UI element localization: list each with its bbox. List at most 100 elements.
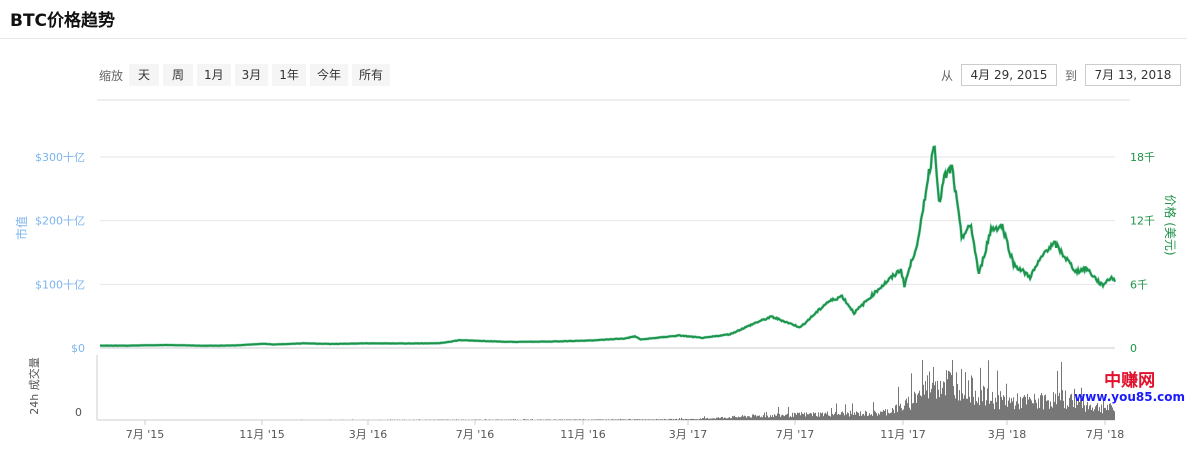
volume-bar	[757, 415, 758, 420]
volume-bar	[1030, 398, 1031, 420]
volume-bar	[740, 417, 741, 420]
volume-bar	[1024, 395, 1025, 420]
volume-bar	[1065, 390, 1066, 420]
volume-bar	[567, 419, 568, 420]
volume-bar	[892, 408, 893, 420]
volume-bar	[765, 417, 766, 420]
volume-bar	[769, 417, 770, 420]
volume-bar	[960, 400, 961, 420]
zoom-button-1y[interactable]: 1年	[272, 64, 306, 86]
from-date-input[interactable]: 4月 29, 2015	[960, 64, 1057, 86]
volume-bar	[987, 388, 988, 420]
volume-bar	[675, 419, 676, 420]
volume-bar	[526, 419, 527, 420]
volume-bar	[861, 415, 862, 420]
volume-bar	[968, 380, 969, 420]
volume-bar	[1048, 400, 1049, 420]
volume-bar	[887, 409, 888, 420]
volume-bar	[602, 419, 603, 420]
volume-bar	[1002, 399, 1003, 420]
zoom-button-all[interactable]: 所有	[351, 64, 390, 86]
date-range: 从 4月 29, 2015 到 7月 13, 2018	[933, 64, 1181, 86]
volume-bar	[984, 387, 985, 420]
volume-bar	[573, 419, 574, 420]
volume-bar	[1061, 361, 1062, 420]
volume-bar	[1052, 407, 1053, 420]
volume-bar	[775, 415, 776, 420]
volume-bar	[1016, 401, 1017, 420]
volume-bar	[712, 418, 713, 420]
watermark-logo: 中赚网 www.you85.com	[1074, 372, 1185, 404]
volume-bar	[1091, 410, 1092, 420]
volume-bar	[667, 419, 668, 420]
volume-bar	[807, 414, 808, 420]
volume-bar	[962, 393, 963, 420]
volume-bar	[843, 413, 844, 420]
volume-bar	[601, 419, 602, 420]
volume-bar	[833, 415, 834, 420]
volume-bar	[995, 397, 996, 420]
volume-bar	[823, 416, 824, 420]
volume-bar	[611, 419, 612, 420]
volume-bar	[621, 419, 622, 420]
zoom-button-day[interactable]: 天	[129, 64, 160, 86]
zoom-button-3m[interactable]: 3月	[234, 64, 269, 86]
volume-bar	[950, 372, 951, 420]
volume-bar	[670, 418, 671, 420]
volume-bar	[971, 375, 972, 420]
volume-bar	[961, 368, 962, 420]
volume-bar	[868, 415, 869, 420]
volume-bar	[711, 418, 712, 420]
left-axis-tick: $200十亿	[35, 214, 85, 228]
volume-bar	[1014, 409, 1015, 420]
volume-bar	[1050, 401, 1051, 420]
zoom-button-1m[interactable]: 1月	[197, 64, 231, 86]
zoom-button-ytd[interactable]: 今年	[309, 64, 348, 86]
volume-bar	[731, 418, 732, 420]
volume-bar	[1015, 405, 1016, 420]
volume-bar	[1090, 404, 1091, 420]
volume-bar	[854, 412, 855, 420]
volume-bar	[612, 419, 613, 420]
volume-bar	[870, 415, 871, 420]
volume-bar	[569, 419, 570, 420]
volume-bar	[989, 403, 990, 420]
volume-bar	[1057, 370, 1058, 420]
volume-bar	[1046, 400, 1047, 420]
volume-bar	[782, 414, 783, 420]
volume-bar	[886, 415, 887, 420]
volume-bar	[723, 418, 724, 420]
volume-bar	[1089, 405, 1090, 420]
volume-bar	[949, 371, 950, 420]
zoom-button-week[interactable]: 周	[163, 64, 194, 86]
volume-bar	[972, 377, 973, 420]
volume-bar	[977, 402, 978, 420]
volume-bar	[951, 375, 952, 420]
volume-bar	[749, 416, 750, 420]
volume-bar	[840, 414, 841, 420]
volume-bar	[721, 417, 722, 420]
volume-bar	[788, 406, 789, 420]
volume-bar	[877, 415, 878, 420]
volume-bar	[742, 415, 743, 420]
to-date-input[interactable]: 7月 13, 2018	[1085, 64, 1181, 86]
volume-bar	[1059, 392, 1060, 420]
volume-bar	[608, 419, 609, 420]
volume-bar	[744, 415, 745, 420]
volume-bar	[812, 416, 813, 420]
volume-bar	[726, 418, 727, 420]
volume-bar	[779, 414, 780, 420]
volume-bar	[773, 417, 774, 420]
volume-bar	[1072, 400, 1073, 420]
volume-bar	[956, 372, 957, 420]
volume-bar	[564, 419, 565, 420]
volume-bar	[1088, 409, 1089, 420]
volume-bar	[1004, 396, 1005, 420]
volume-bar	[808, 414, 809, 420]
volume-bar	[927, 375, 928, 420]
volume-bar	[920, 395, 921, 420]
volume-bar	[778, 406, 779, 420]
volume-bar	[978, 397, 979, 420]
volume-bar	[635, 419, 636, 420]
volume-bar	[390, 419, 391, 420]
